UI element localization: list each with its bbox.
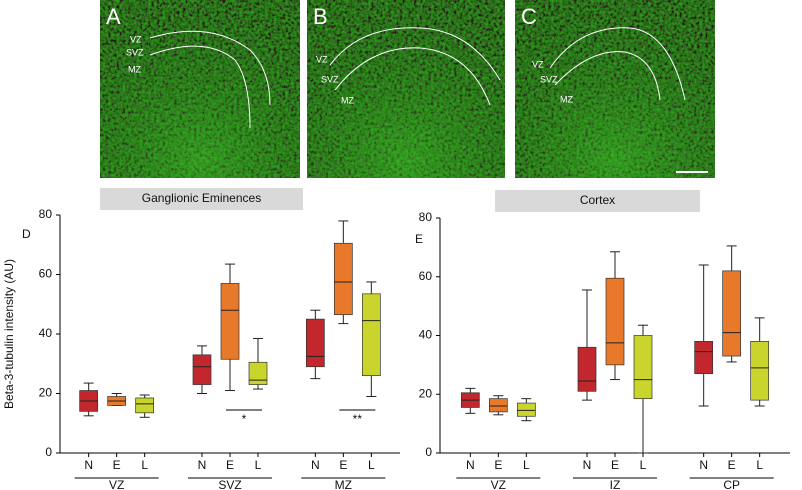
category-label: N: [198, 458, 207, 472]
category-label: E: [226, 458, 234, 472]
group-label: CP: [723, 478, 740, 490]
y-axis-label: Beta-3-tubulin intensity (AU): [2, 259, 16, 409]
box: [722, 270, 742, 357]
category-label: N: [699, 458, 708, 472]
y-tick-label: 40: [419, 328, 433, 342]
y-tick-label: 20: [39, 386, 53, 400]
box: [192, 354, 212, 385]
category-label: L: [756, 458, 763, 472]
category-label: E: [494, 458, 502, 472]
category-label: L: [640, 458, 647, 472]
category-label: L: [141, 458, 148, 472]
zone-label: MZ: [560, 94, 573, 104]
box: [694, 341, 714, 375]
zone-label: SVZ: [540, 74, 558, 84]
y-tick-label: 40: [39, 326, 53, 340]
group-label: VZ: [491, 478, 506, 490]
significance: **: [353, 412, 363, 426]
significance: *: [242, 412, 247, 426]
zone-label: VZ: [532, 59, 544, 69]
header-box: [495, 190, 700, 212]
y-tick-label: 80: [419, 210, 433, 224]
category-label: N: [311, 458, 320, 472]
group-label: SVZ: [218, 478, 241, 490]
box: [220, 283, 240, 360]
header: Cortex: [580, 193, 615, 207]
box: [135, 397, 155, 414]
micrograph-b: B VZ SVZ MZ: [307, 0, 505, 178]
micrograph-a: A VZ SVZ MZ: [100, 0, 300, 178]
panel-label: A: [106, 4, 121, 29]
box: [488, 398, 508, 413]
panel-label: E: [415, 232, 423, 246]
y-tick-label: 60: [39, 267, 53, 281]
group-label: MZ: [335, 478, 352, 490]
y-tick-label: 0: [425, 445, 432, 459]
y-tick-label: 80: [39, 207, 53, 221]
box: [605, 277, 625, 366]
zone-label: MZ: [341, 95, 354, 105]
y-tick-label: 0: [45, 445, 52, 459]
box: [516, 402, 536, 417]
category-label: E: [611, 458, 619, 472]
panel-label: B: [313, 4, 328, 29]
zone-label: SVZ: [126, 47, 144, 57]
micrograph-c: C VZ SVZ MZ: [515, 0, 715, 178]
y-tick-label: 60: [419, 269, 433, 283]
category-label: N: [583, 458, 592, 472]
category-label: E: [339, 458, 347, 472]
group-label: VZ: [109, 478, 124, 490]
box: [248, 361, 268, 385]
zone-label: SVZ: [321, 74, 339, 84]
box: [305, 318, 325, 368]
box: [633, 335, 653, 400]
category-label: E: [113, 458, 121, 472]
box: [361, 293, 381, 376]
panel-label: C: [521, 4, 537, 29]
group-label: IZ: [610, 478, 621, 490]
zone-label: VZ: [130, 34, 142, 44]
zone-label: VZ: [316, 54, 328, 64]
box: [333, 242, 353, 316]
y-tick-label: 20: [419, 386, 433, 400]
category-label: L: [255, 458, 262, 472]
category-label: N: [466, 458, 475, 472]
header: Ganglionic Eminences: [142, 191, 261, 205]
zone-label: MZ: [128, 64, 141, 74]
category-label: N: [84, 458, 93, 472]
header-box: [100, 188, 303, 210]
box: [750, 341, 770, 401]
category-label: E: [728, 458, 736, 472]
panel-label: D: [22, 227, 31, 241]
category-label: L: [368, 458, 375, 472]
box: [577, 346, 597, 392]
category-label: L: [523, 458, 530, 472]
